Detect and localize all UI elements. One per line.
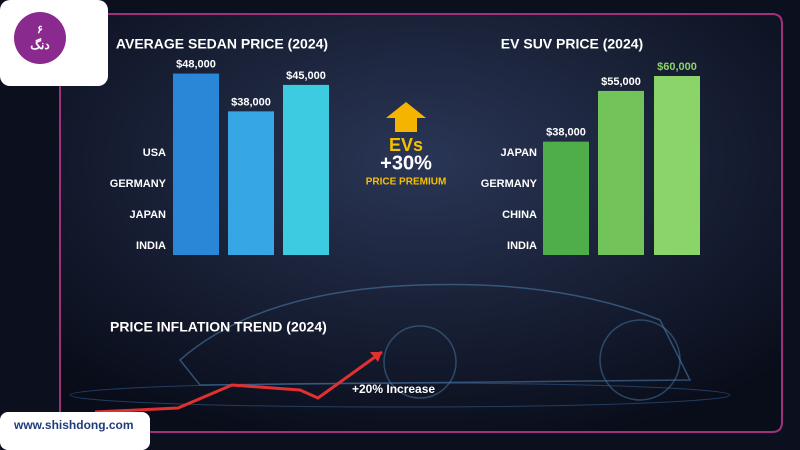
trend-arrowhead [370, 352, 382, 362]
row-label: INDIA [507, 240, 537, 252]
wheel [383, 325, 457, 399]
premium-line3: PRICE PREMIUM [366, 177, 447, 188]
logo-number: ۶ [37, 24, 43, 36]
car-outline [178, 283, 692, 386]
value-label: $38,000 [231, 96, 271, 108]
logo-seal [14, 12, 66, 64]
premium-line1: EVs [389, 135, 423, 155]
row-label: CHINA [502, 209, 537, 221]
footer-url: www.shishdong.com [13, 418, 134, 432]
bar [543, 141, 589, 255]
row-label: GERMANY [110, 178, 167, 190]
logo-text: دنگ [30, 37, 49, 52]
bar [173, 73, 219, 255]
floor-ring [69, 382, 731, 408]
chart-title: AVERAGE SEDAN PRICE (2024) [116, 36, 328, 52]
row-label: INDIA [136, 240, 166, 252]
value-label: $38,000 [546, 127, 586, 139]
bar [228, 111, 274, 255]
wheel [599, 319, 681, 401]
value-label: $48,000 [176, 58, 216, 70]
row-label: JAPAN [501, 147, 538, 159]
footer-box [0, 412, 150, 450]
row-label: USA [143, 147, 166, 159]
chart-title: EV SUV PRICE (2024) [501, 36, 643, 52]
up-arrow [386, 102, 426, 132]
value-label: $45,000 [286, 70, 326, 82]
bar [283, 84, 329, 256]
premium-line2: +30% [380, 152, 432, 174]
value-label: $60,000 [657, 61, 697, 73]
trend-label: +20% Increase [352, 382, 435, 396]
trend-line [94, 350, 383, 414]
bar [598, 90, 644, 256]
bar [654, 76, 700, 255]
value-label: $55,000 [601, 76, 641, 88]
row-label: GERMANY [481, 178, 538, 190]
row-label: JAPAN [130, 209, 167, 221]
trend-title: PRICE INFLATION TREND (2024) [110, 319, 327, 335]
